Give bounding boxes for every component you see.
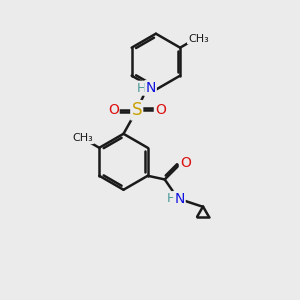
Text: N: N — [174, 192, 184, 206]
Text: N: N — [146, 81, 156, 95]
Text: CH₃: CH₃ — [188, 34, 209, 44]
Text: CH₃: CH₃ — [72, 133, 93, 143]
Text: H: H — [167, 192, 176, 205]
Text: H: H — [137, 82, 146, 95]
Text: O: O — [155, 103, 166, 117]
Text: O: O — [108, 103, 118, 117]
Text: S: S — [131, 101, 142, 119]
Text: O: O — [180, 156, 191, 170]
